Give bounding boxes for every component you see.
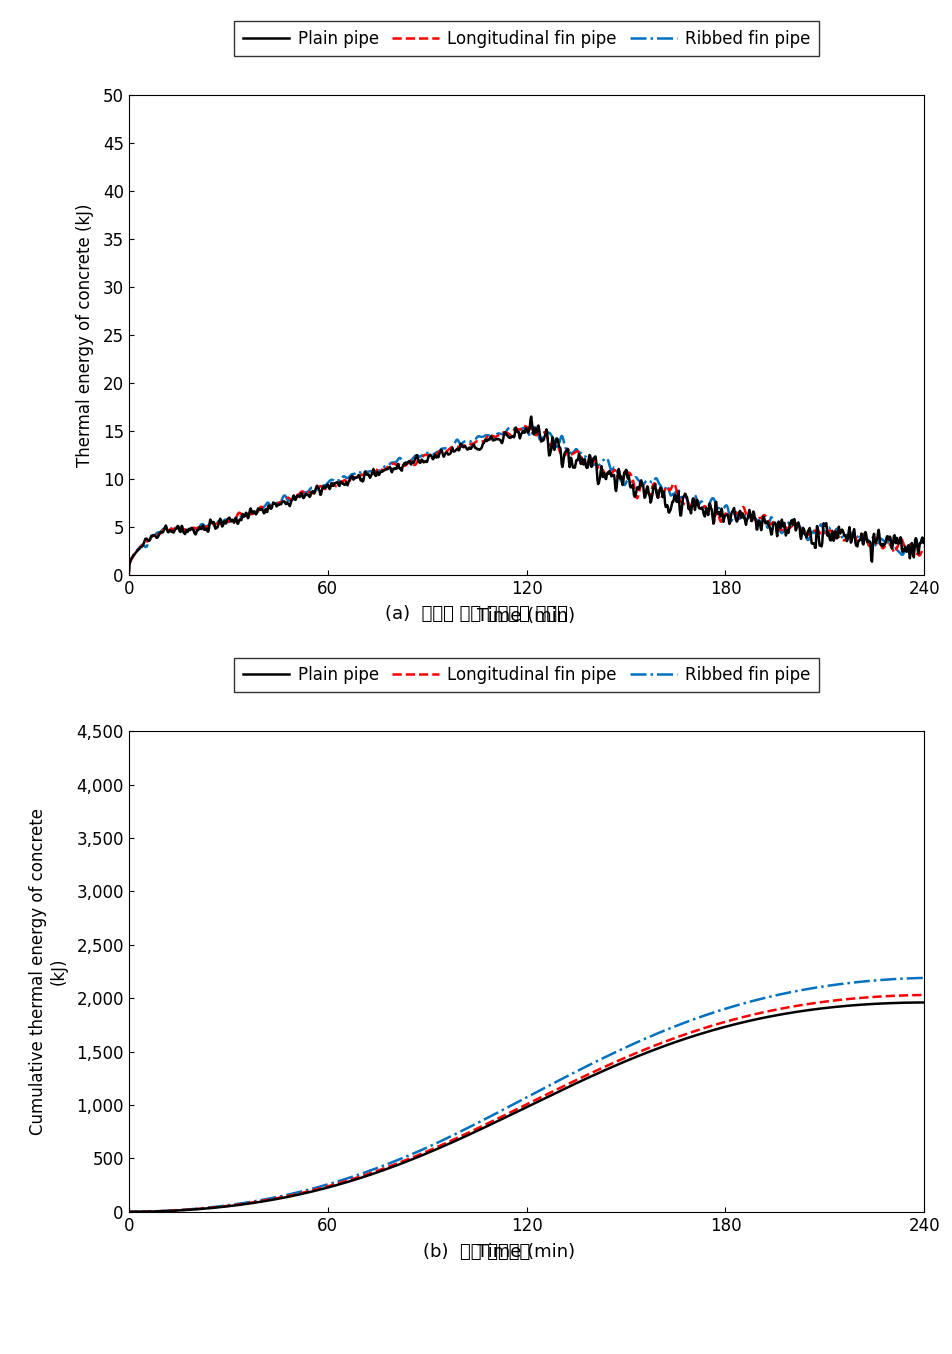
Legend: Plain pipe, Longitudinal fin pipe, Ribbed fin pipe: Plain pipe, Longitudinal fin pipe, Ribbe…	[234, 658, 818, 692]
Y-axis label: Thermal energy of concrete (kJ): Thermal energy of concrete (kJ)	[76, 203, 94, 467]
Y-axis label: Cumulative thermal energy of concrete
(kJ): Cumulative thermal energy of concrete (k…	[30, 808, 68, 1135]
Text: (b)  누적 열에너지: (b) 누적 열에너지	[423, 1243, 529, 1261]
X-axis label: Time (min): Time (min)	[477, 607, 575, 624]
Text: (a)  시간에 따른 열에너지 저장량: (a) 시간에 따른 열에너지 저장량	[385, 605, 567, 623]
X-axis label: Time (min): Time (min)	[477, 1243, 575, 1261]
Legend: Plain pipe, Longitudinal fin pipe, Ribbed fin pipe: Plain pipe, Longitudinal fin pipe, Ribbe…	[234, 22, 818, 56]
